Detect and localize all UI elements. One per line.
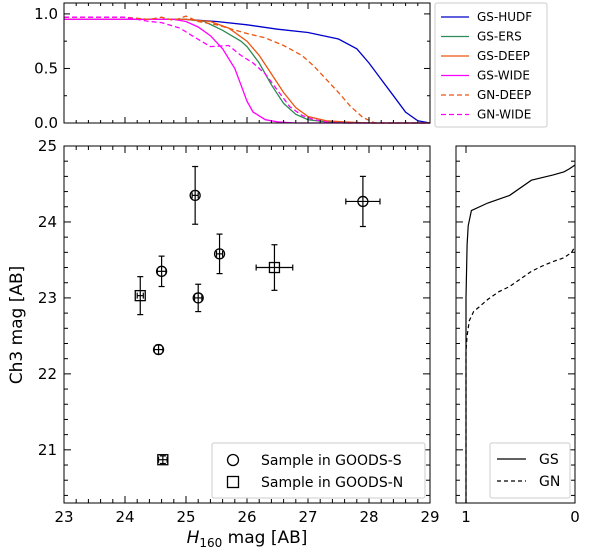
completeness-ticks: 0.0 0.5 1.0 — [34, 3, 431, 132]
scatter-x-tick-label: 26 — [237, 508, 256, 526]
legend-marker-square — [226, 475, 240, 489]
goods-s-point — [152, 343, 165, 356]
goods-s-point — [345, 175, 381, 228]
completeness-y-tick-label: 0.5 — [34, 59, 58, 77]
goods-n-point — [134, 276, 146, 316]
ch3-x-tick-label: 0 — [570, 508, 580, 526]
completeness-frame — [63, 2, 431, 124]
legend-label-gn-deep: GN-DEEP — [477, 88, 531, 102]
legend-label-gn-wide: GN-WIDE — [477, 108, 531, 122]
completeness-line-gs-wide — [64, 18, 430, 124]
ch3-completeness-lines — [465, 164, 576, 503]
scatter-panel: 23 24 25 26 27 28 29 21 22 23 24 25 Sample in GOODS… — [7, 137, 440, 550]
ch3-legend-label: GN — [539, 474, 560, 490]
scatter-legend: Sample in GOODS-S Sample in GOODS-N — [211, 442, 426, 499]
scatter-x-tick-label: 28 — [359, 508, 378, 526]
ch3-completeness-line-gs — [465, 164, 576, 503]
goods-n-point — [157, 454, 169, 466]
scatter-y-tick-label: 23 — [38, 289, 57, 307]
goods-s-point — [155, 255, 168, 288]
legend-marker-circle — [226, 453, 240, 467]
legend-label-gs-wide: GS-WIDE — [477, 69, 530, 83]
legend-label-gs-ers: GS-ERS — [477, 30, 522, 44]
scatter-ticks: 23 24 25 26 27 28 29 21 22 23 24 25 — [38, 137, 440, 526]
completeness-y-tick-label: 1.0 — [34, 5, 58, 23]
legend-label-gs-deep: GS-DEEP — [477, 49, 530, 63]
completeness-panel: 0.0 0.5 1.0 — [34, 2, 431, 132]
scatter-y-tick-label: 24 — [38, 213, 57, 231]
scatter-y-tick-label: 22 — [38, 365, 57, 383]
goods-s-point — [189, 165, 201, 225]
legend-label-gs-hudf: GS-HUDF — [477, 10, 532, 24]
completeness-legend: GS-HUDF GS-ERS GS-DEEP GS-WIDE GN-DEEP GN-WID… — [434, 2, 548, 128]
scatter-legend-box — [211, 442, 426, 499]
completeness-line-gn-wide — [64, 16, 430, 124]
scatter-y-tick-label: 21 — [38, 441, 57, 459]
ch3-legend-label: GS — [539, 452, 559, 468]
scatter-points — [134, 165, 381, 466]
x-axis-title: H160 mag [AB] — [187, 528, 308, 550]
ch3-legend-box — [489, 442, 571, 499]
completeness-legend-box — [434, 2, 548, 128]
scatter-x-tick-label: 23 — [54, 508, 73, 526]
scatter-x-tick-label: 27 — [298, 508, 317, 526]
ch3-x-tick-label: 1 — [461, 508, 471, 526]
scatter-x-tick-label: 29 — [420, 508, 439, 526]
completeness-line-gs-deep — [64, 18, 430, 124]
scatter-x-tick-label: 25 — [176, 508, 195, 526]
goods-n-point — [255, 244, 294, 291]
scatter-y-tick-label: 25 — [38, 137, 57, 155]
goods-s-point — [192, 283, 204, 313]
completeness-line-gn-deep — [64, 15, 430, 124]
completeness-lines — [64, 15, 431, 124]
scatter-x-tick-label: 24 — [115, 508, 134, 526]
completeness-line-gs-hudf — [64, 18, 431, 124]
completeness-y-tick-label: 0.0 — [34, 114, 58, 132]
ch3-completeness-legend: GS GN — [489, 442, 571, 499]
scatter-legend-label: Sample in GOODS-S — [261, 453, 402, 469]
ch3-completeness-frame — [455, 145, 576, 504]
scatter-legend-label: Sample in GOODS-N — [261, 475, 403, 491]
y-axis-title: Ch3 mag [AB] — [7, 266, 27, 385]
goods-s-point — [213, 233, 226, 275]
